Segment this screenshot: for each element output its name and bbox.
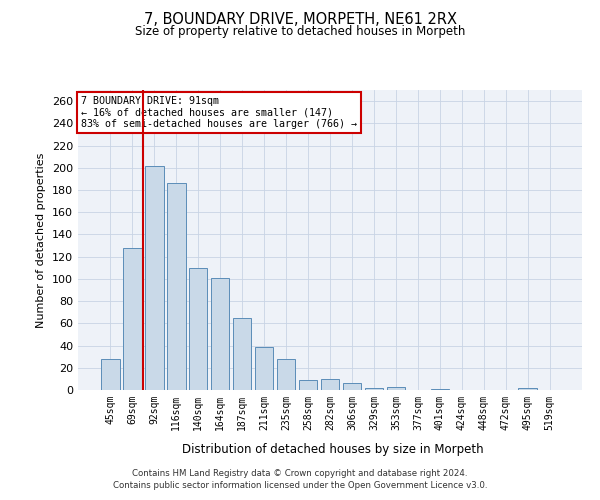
Text: Size of property relative to detached houses in Morpeth: Size of property relative to detached ho… [135, 25, 465, 38]
Bar [123, 248, 142, 390]
Bar [211, 278, 229, 390]
Text: Contains public sector information licensed under the Open Government Licence v3: Contains public sector information licen… [113, 481, 487, 490]
Bar [101, 359, 119, 390]
Text: Contains HM Land Registry data © Crown copyright and database right 2024.: Contains HM Land Registry data © Crown c… [132, 468, 468, 477]
Bar [277, 359, 295, 390]
Bar [431, 389, 449, 390]
Bar [299, 380, 317, 390]
Bar [518, 388, 537, 390]
Bar [343, 384, 361, 390]
Text: 7, BOUNDARY DRIVE, MORPETH, NE61 2RX: 7, BOUNDARY DRIVE, MORPETH, NE61 2RX [143, 12, 457, 28]
Bar [365, 388, 383, 390]
Bar [145, 166, 164, 390]
Bar [255, 346, 274, 390]
Bar [320, 379, 340, 390]
Y-axis label: Number of detached properties: Number of detached properties [37, 152, 46, 328]
Bar [189, 268, 208, 390]
Bar [386, 386, 405, 390]
Text: 7 BOUNDARY DRIVE: 91sqm
← 16% of detached houses are smaller (147)
83% of semi-d: 7 BOUNDARY DRIVE: 91sqm ← 16% of detache… [80, 96, 356, 129]
Bar [167, 184, 185, 390]
Bar [233, 318, 251, 390]
Text: Distribution of detached houses by size in Morpeth: Distribution of detached houses by size … [182, 442, 484, 456]
